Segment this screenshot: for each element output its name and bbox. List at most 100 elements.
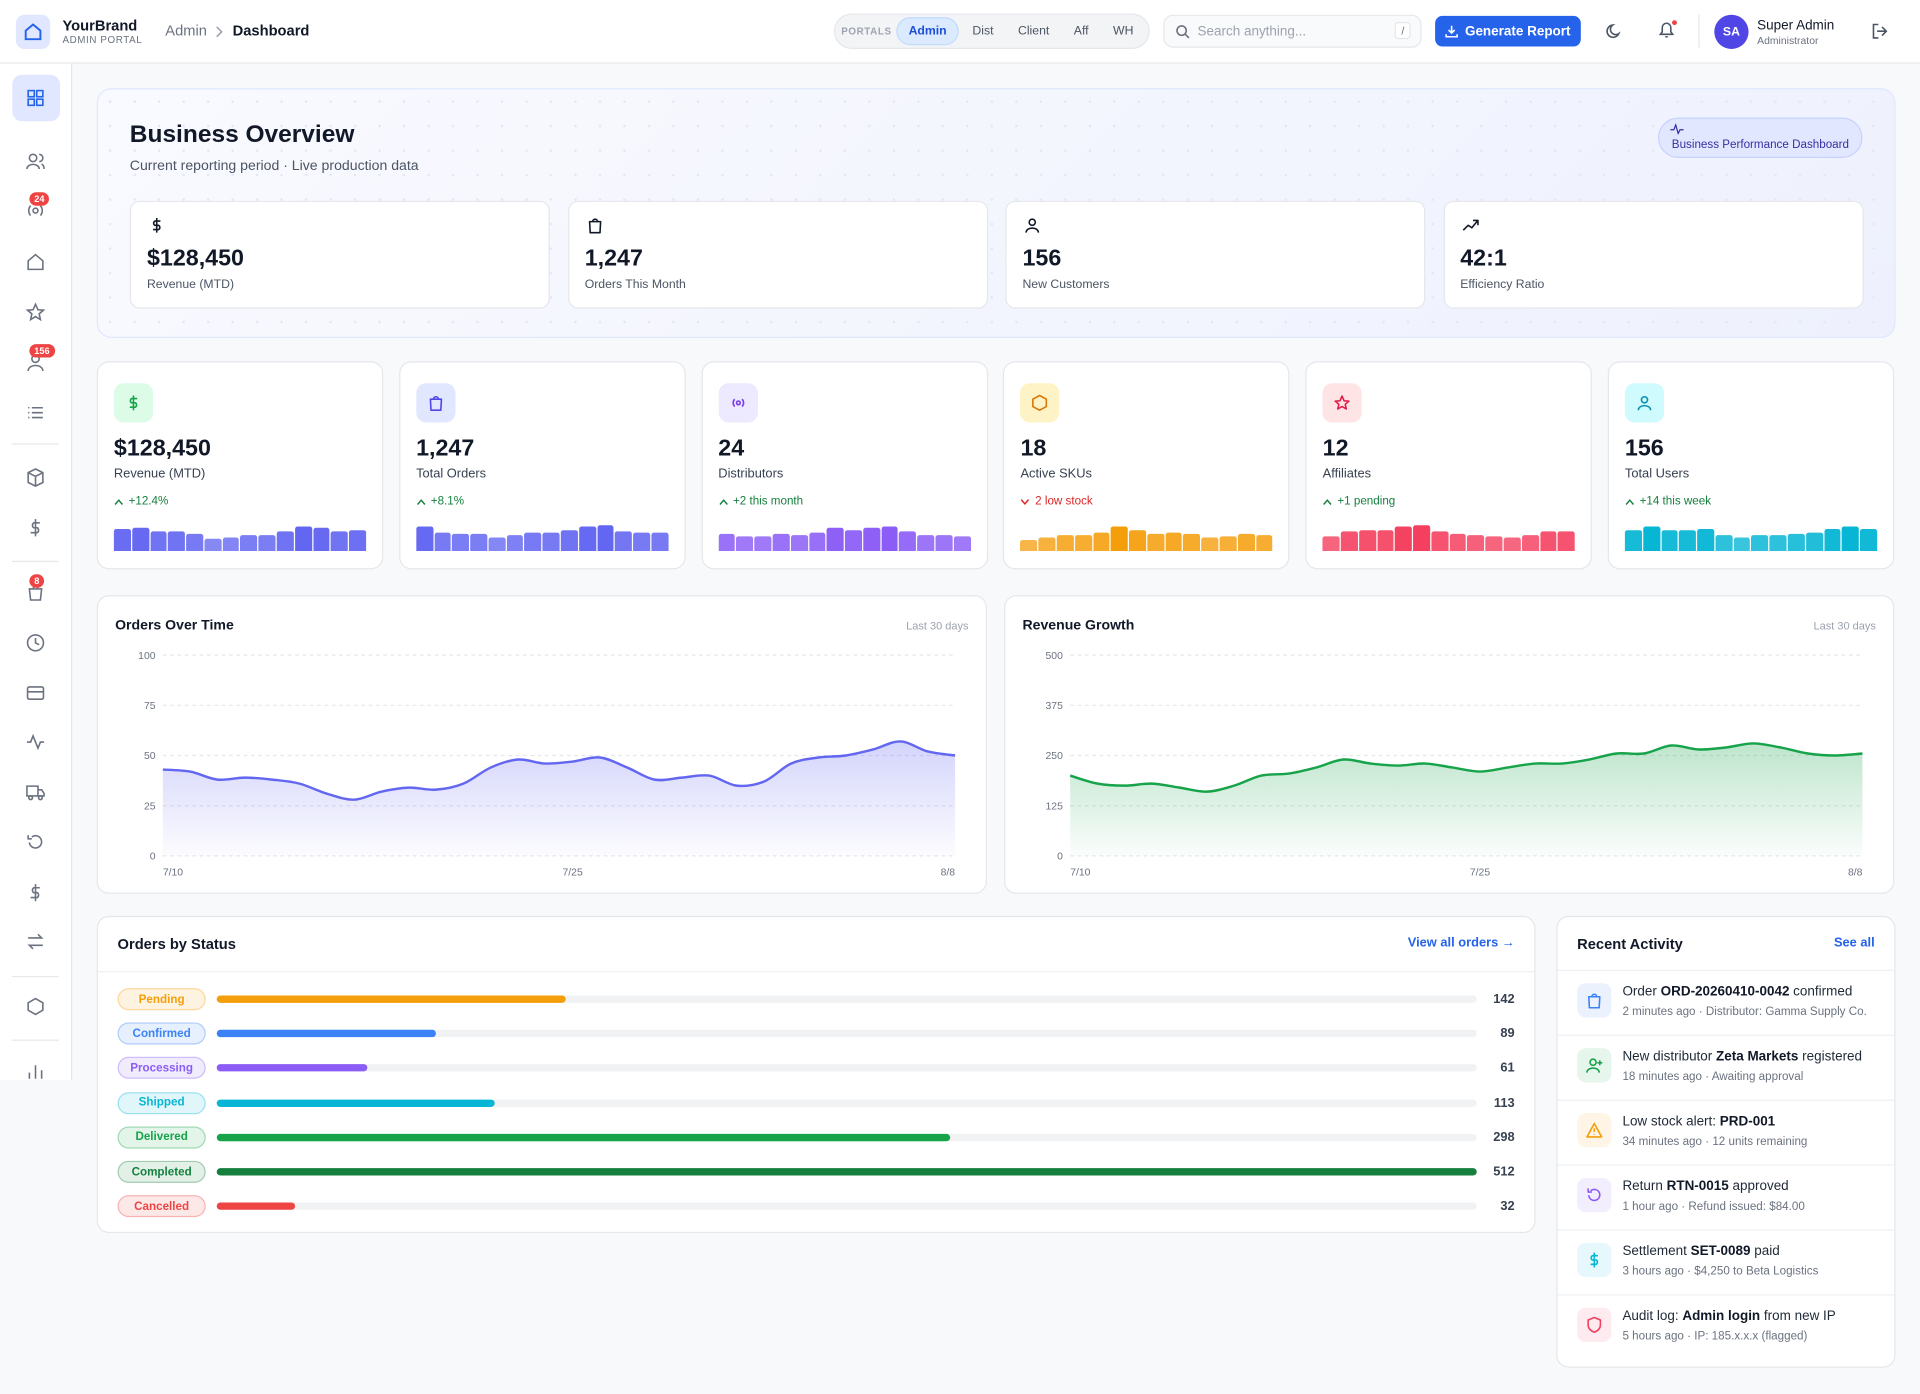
delta-text: 2 low stock bbox=[1035, 494, 1093, 509]
portal-tab[interactable]: Dist bbox=[972, 24, 994, 38]
delta-text: +12.4% bbox=[128, 494, 169, 509]
activity-item[interactable]: Return RTN-0015 approved 1 hour ago · Ref… bbox=[1557, 1164, 1895, 1229]
activity-item[interactable]: Settlement SET-0089 paid 3 hours ago · $4… bbox=[1557, 1229, 1895, 1294]
activity-icon bbox=[1577, 1242, 1612, 1278]
activity-text: Order ORD-20260410-0042 confirmed bbox=[1622, 983, 1879, 1001]
spark-bar bbox=[470, 533, 488, 552]
icon bbox=[1590, 1252, 1599, 1268]
activity-meta: 3 hours ago · $4,250 to Beta Logistics bbox=[1622, 1264, 1819, 1279]
nav-icon[interactable] bbox=[26, 883, 46, 903]
y-tick-label: 250 bbox=[1046, 751, 1064, 762]
nav-icon[interactable] bbox=[25, 302, 46, 322]
activity-item[interactable]: New distributor Zeta Markets registered 1… bbox=[1557, 1034, 1895, 1100]
brand-sub: ADMIN PORTAL bbox=[62, 34, 143, 46]
status-bar bbox=[216, 1030, 436, 1038]
spark-bar bbox=[1449, 533, 1467, 552]
nav-icon[interactable] bbox=[26, 1062, 46, 1082]
kpi-label: Orders This Month bbox=[584, 277, 686, 292]
spark-bar bbox=[488, 537, 506, 552]
activity-phrase: approved bbox=[1728, 1179, 1789, 1194]
nav-icon[interactable] bbox=[26, 997, 46, 1017]
generate-report-button[interactable]: Generate Report bbox=[1435, 15, 1581, 47]
breadcrumb-item[interactable]: Admin bbox=[165, 22, 207, 40]
kpi-label: Revenue (MTD) bbox=[146, 277, 235, 292]
portal-tab[interactable]: Admin bbox=[896, 17, 959, 46]
portal-tab[interactable]: WH bbox=[1113, 24, 1134, 38]
see-all-link[interactable]: See all bbox=[1833, 935, 1875, 951]
avatar[interactable]: SA bbox=[1714, 14, 1749, 49]
nav-icon[interactable] bbox=[26, 782, 46, 802]
nav-icon[interactable] bbox=[26, 403, 46, 423]
icon bbox=[129, 395, 138, 411]
spark-bar bbox=[1201, 537, 1219, 552]
spark-bar bbox=[294, 526, 312, 552]
spark-bar bbox=[1147, 533, 1165, 552]
trend-arrow bbox=[114, 498, 124, 505]
spark-bar bbox=[1237, 533, 1255, 552]
activity-phrase: New distributor bbox=[1622, 1049, 1717, 1065]
activity-phrase: Low stock alert: bbox=[1622, 1114, 1720, 1129]
nav-icon[interactable] bbox=[26, 88, 46, 108]
status-bar bbox=[216, 1202, 296, 1211]
y-tick-label: 500 bbox=[1046, 651, 1064, 662]
card-title: Orders by Status bbox=[117, 935, 236, 953]
activity-icon bbox=[1577, 983, 1612, 1018]
stat-delta: +8.1% bbox=[416, 495, 464, 508]
icon bbox=[152, 217, 161, 233]
spark-bar bbox=[633, 532, 651, 552]
spark-bar bbox=[935, 535, 953, 552]
status-pill: Completed bbox=[117, 1160, 206, 1183]
user-role: Administrator bbox=[1757, 34, 1819, 47]
spark-bar bbox=[917, 535, 935, 552]
sparkline bbox=[113, 522, 367, 552]
nav-icon[interactable] bbox=[26, 152, 46, 172]
status-row: Completed 512 bbox=[117, 1160, 1515, 1184]
overview-tag: Business Performance Dashboard bbox=[1658, 117, 1863, 158]
stat-value: 1,247 bbox=[416, 435, 475, 462]
sparkline bbox=[1624, 522, 1878, 552]
view-all-link[interactable]: View all orders → bbox=[1407, 935, 1515, 951]
button-label: Generate Report bbox=[1464, 23, 1571, 39]
spark-bar bbox=[863, 527, 880, 552]
activity-item[interactable]: Low stock alert: PRD-001 34 minutes ago ·… bbox=[1557, 1099, 1895, 1165]
nav-icon[interactable] bbox=[26, 732, 46, 752]
brand: YourBrand bbox=[62, 17, 138, 35]
notifications[interactable] bbox=[1656, 18, 1680, 42]
spark-bar bbox=[1769, 535, 1787, 552]
x-tick-label: 7/10 bbox=[1070, 868, 1090, 879]
status-track bbox=[216, 1030, 1477, 1038]
spark-bar bbox=[150, 531, 167, 552]
logo[interactable] bbox=[15, 14, 51, 49]
nav-icon[interactable] bbox=[26, 932, 46, 952]
chart-subtitle: Last 30 days bbox=[906, 620, 969, 632]
status-count: 298 bbox=[1493, 1129, 1515, 1145]
spark-bar bbox=[1751, 535, 1769, 552]
spark-bar bbox=[331, 531, 348, 552]
spark-bar bbox=[1413, 525, 1431, 552]
portal-list: Admin Dist Client Aff WH bbox=[896, 17, 1144, 46]
theme-toggle[interactable] bbox=[1605, 22, 1623, 40]
nav-icon[interactable] bbox=[26, 518, 46, 538]
nav-icon[interactable] bbox=[26, 683, 46, 703]
spark-bar bbox=[1661, 530, 1678, 552]
activity-phrase: Order bbox=[1622, 984, 1661, 1000]
activity-phrase: from new IP bbox=[1760, 1308, 1836, 1324]
stat-delta: +14 this week bbox=[1625, 495, 1711, 508]
portal-tab[interactable]: Aff bbox=[1073, 24, 1089, 38]
logout[interactable] bbox=[1871, 22, 1889, 40]
chart-title: Revenue Growth bbox=[1022, 616, 1134, 632]
nav-icon[interactable] bbox=[26, 201, 46, 221]
spark-bar bbox=[808, 532, 826, 552]
portal-tab[interactable]: Client bbox=[1017, 24, 1050, 38]
spark-bar bbox=[312, 527, 330, 552]
nav-icon[interactable] bbox=[26, 468, 46, 488]
nav-icon[interactable] bbox=[26, 833, 46, 853]
search[interactable]: Search anything... / bbox=[1163, 14, 1422, 48]
activity-item[interactable]: Order ORD-20260410-0042 confirmed 2 minut… bbox=[1557, 969, 1895, 1035]
status-count: 32 bbox=[1500, 1199, 1515, 1214]
nav-icon[interactable] bbox=[26, 633, 46, 653]
activity-header: Recent Activity See all bbox=[1558, 917, 1895, 970]
activity-item[interactable]: Audit log: Admin login from new IP 5 hour… bbox=[1557, 1294, 1895, 1359]
y-tick-label: 25 bbox=[144, 801, 156, 812]
nav-icon[interactable] bbox=[26, 252, 46, 272]
